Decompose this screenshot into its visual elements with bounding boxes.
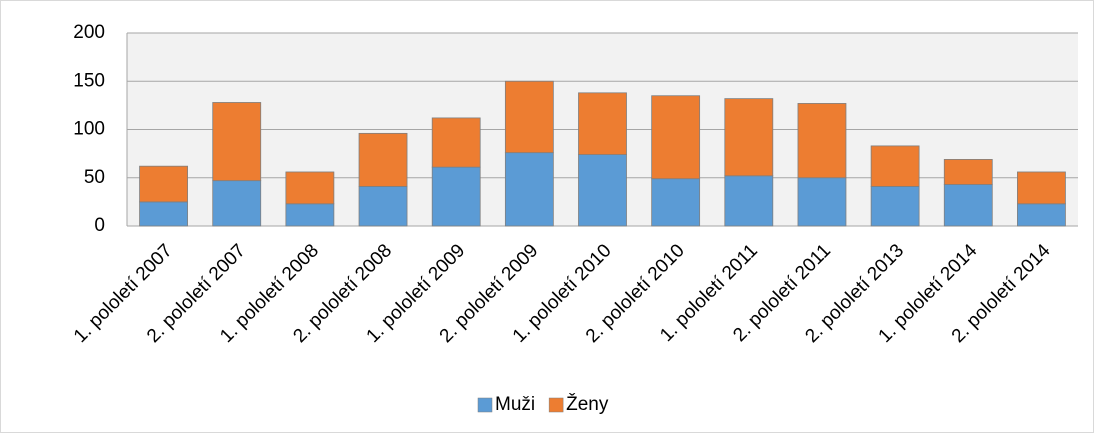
bar-segment [797,177,847,227]
bar-segment [504,80,554,154]
bar-segment [139,201,188,227]
bar-segment [724,175,774,227]
bar-segment [1017,203,1066,227]
bar-segment [358,132,408,187]
bar-segment [212,180,262,227]
y-tick-label: 0 [94,215,105,236]
bar-segment [285,171,335,205]
bar-segment [431,166,481,227]
y-tick-label: 50 [84,167,105,188]
bar-segment [578,92,627,155]
bar-segment [431,117,481,168]
bar-segment [578,154,627,227]
y-tick-label: 200 [73,22,105,43]
legend-label: Muži [495,394,535,415]
bar-segment [1017,171,1066,205]
bar-segment [212,102,262,182]
legend-swatch [477,397,493,413]
bar-segment [651,178,701,227]
bar-segment [139,165,188,203]
bar-segment [797,103,847,179]
bar-segment [504,152,554,227]
bar-segment [285,203,335,227]
bar-segment [358,186,408,227]
y-tick-label: 100 [73,119,105,140]
bar-segment [943,159,993,185]
bar-segment [651,95,701,180]
bar-segment [870,145,920,187]
bar-segment [724,98,774,177]
legend-swatch [548,397,564,413]
y-tick-label: 150 [73,70,105,91]
legend-label: Ženy [566,393,609,415]
bar-segment [943,184,993,227]
bar-segment [870,186,920,227]
